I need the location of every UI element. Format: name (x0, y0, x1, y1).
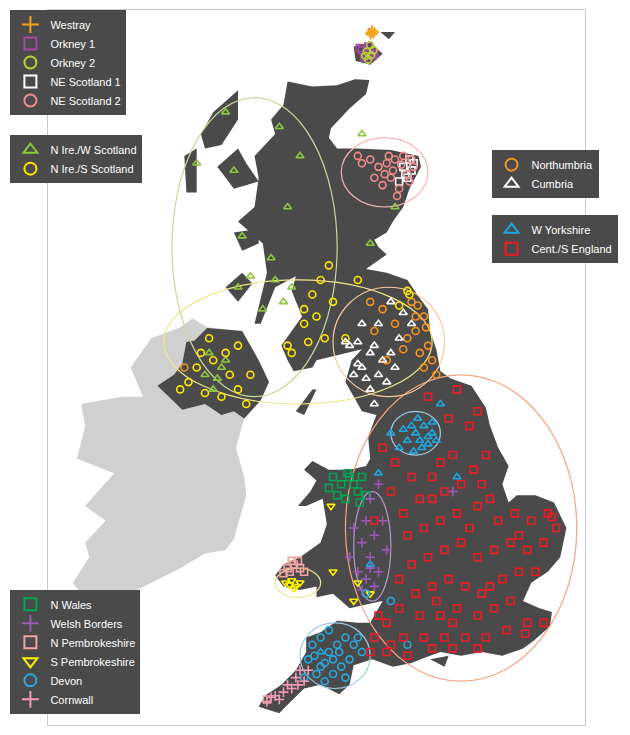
svg-text:Cent./S England: Cent./S England (532, 243, 612, 255)
svg-text:NE Scotland 1: NE Scotland 1 (50, 76, 120, 88)
svg-text:Cornwall: Cornwall (50, 694, 93, 706)
svg-text:Welsh Borders: Welsh Borders (50, 618, 122, 630)
svg-text:N Wales: N Wales (50, 599, 92, 611)
svg-text:Devon: Devon (50, 675, 82, 687)
svg-text:Westray: Westray (50, 19, 91, 31)
svg-text:Orkney 2: Orkney 2 (50, 57, 95, 69)
svg-text:Orkney 1: Orkney 1 (50, 38, 95, 50)
svg-text:Cumbria: Cumbria (532, 178, 574, 190)
svg-text:NE Scotland 2: NE Scotland 2 (50, 95, 120, 107)
svg-text:Northumbria: Northumbria (532, 159, 593, 171)
svg-text:N Ire./S Scotland: N Ire./S Scotland (50, 163, 133, 175)
svg-text:N Ire./W Scotland: N Ire./W Scotland (50, 144, 136, 156)
svg-text:S Pembrokeshire: S Pembrokeshire (50, 656, 134, 668)
svg-text:N Pembrokeshire: N Pembrokeshire (50, 637, 135, 649)
svg-text:W Yorkshire: W Yorkshire (532, 224, 591, 236)
